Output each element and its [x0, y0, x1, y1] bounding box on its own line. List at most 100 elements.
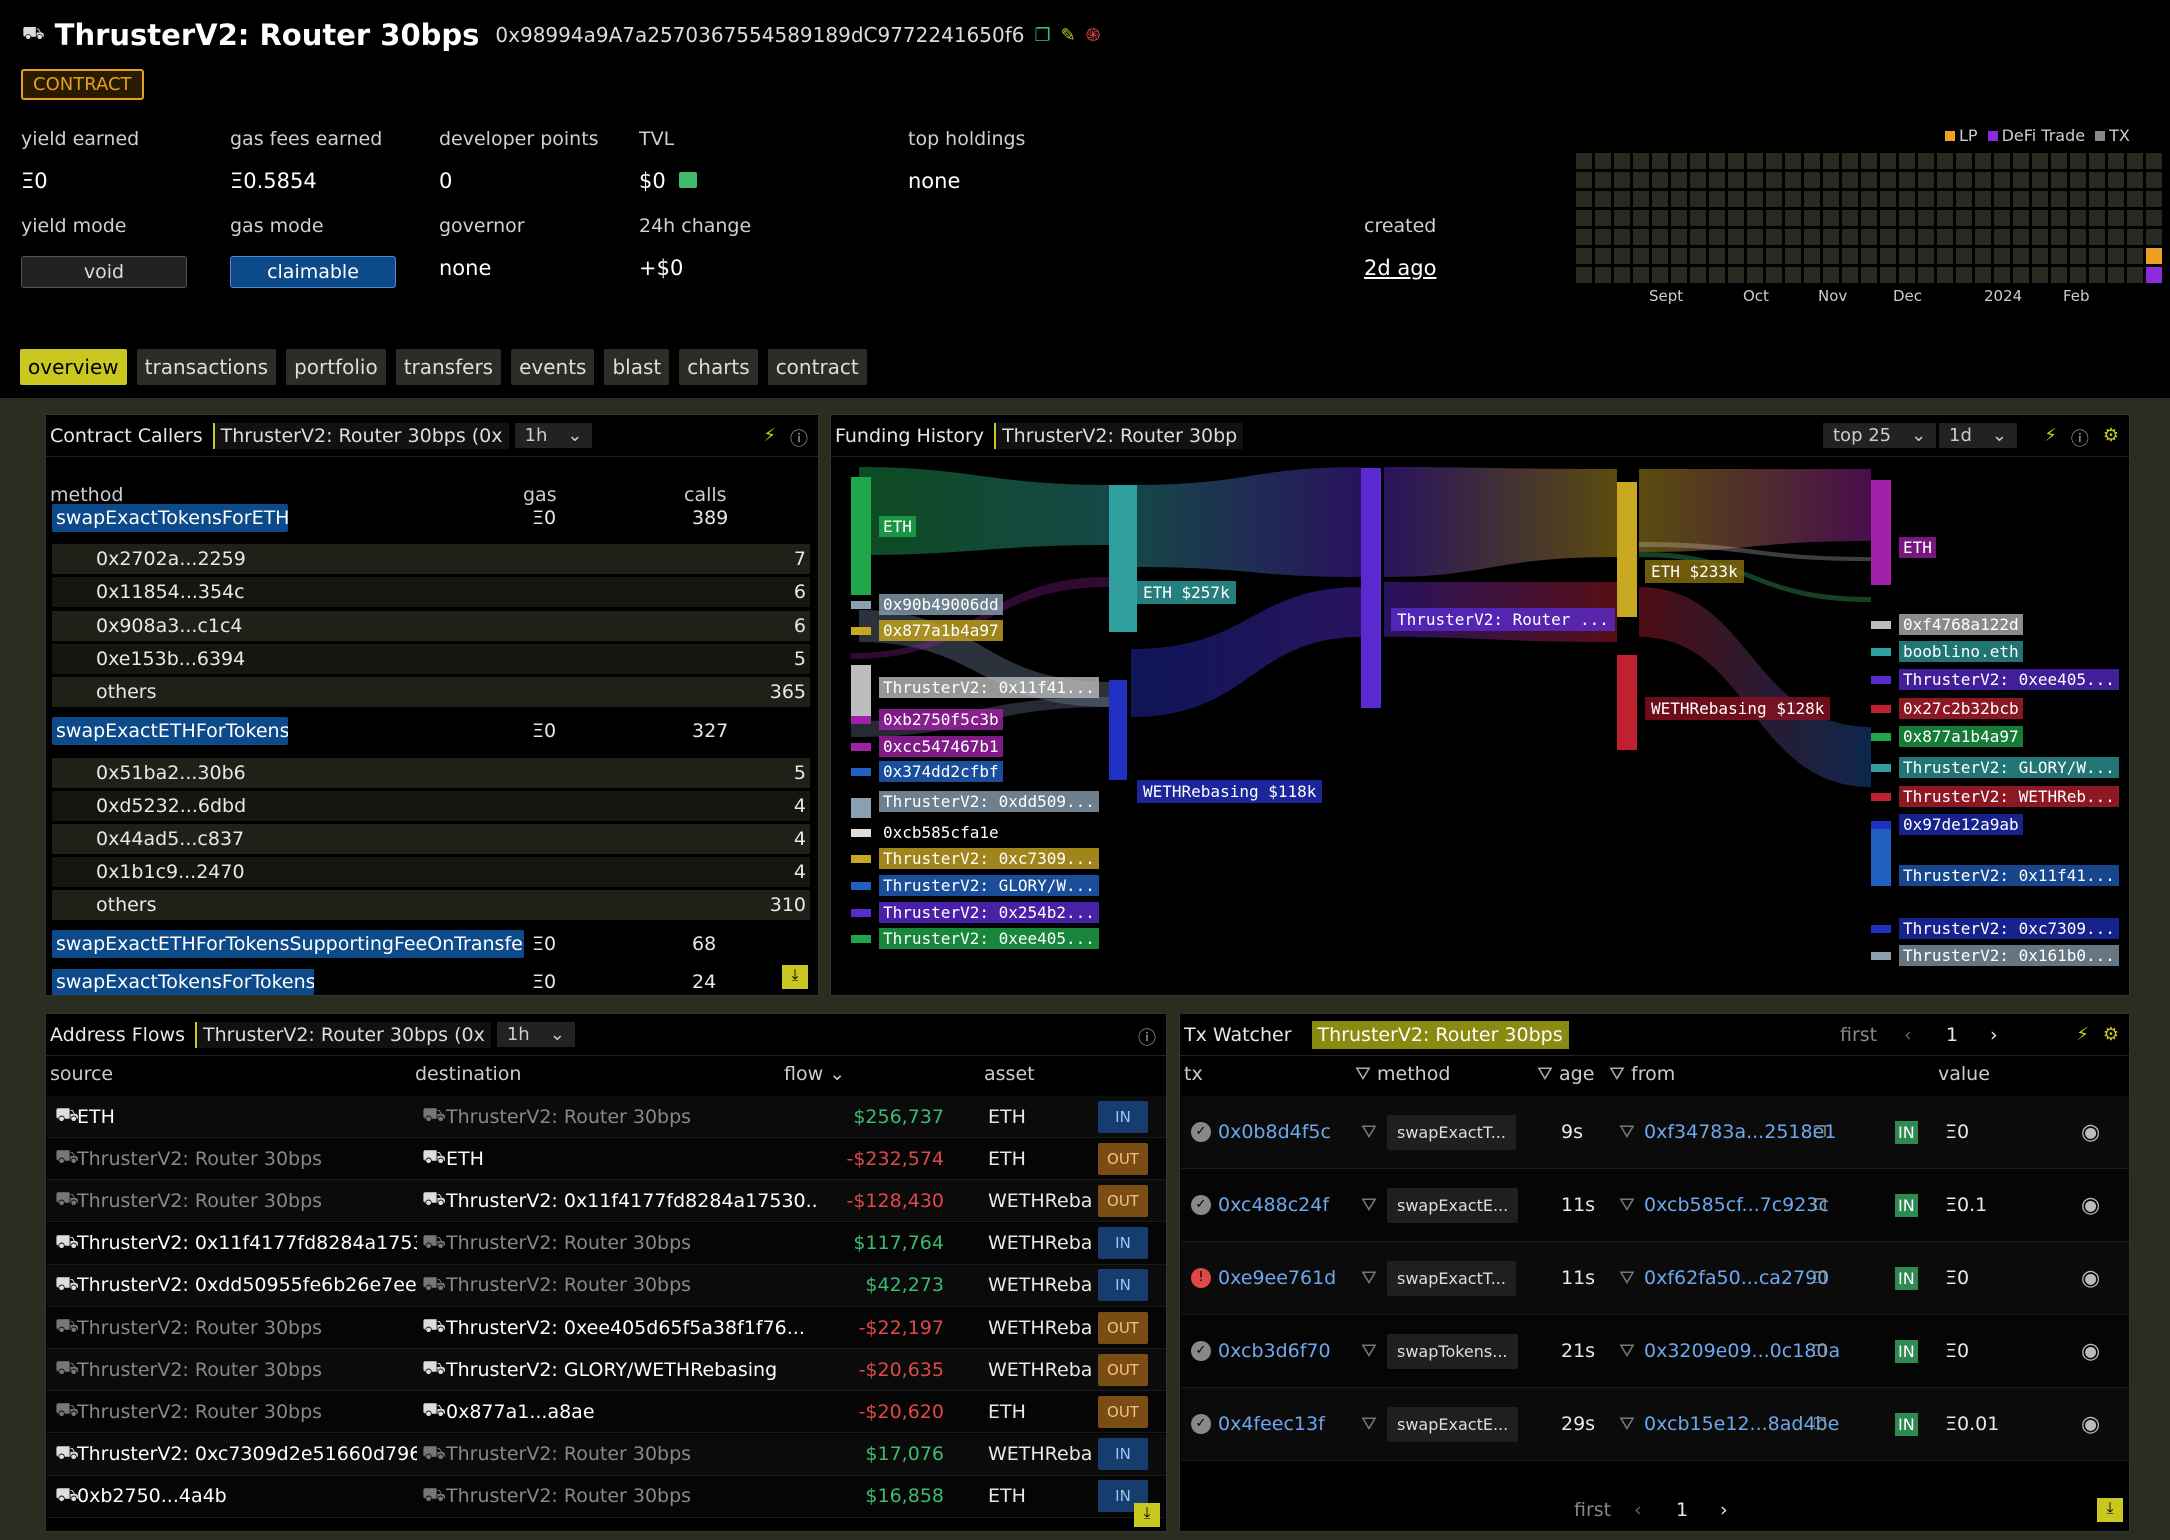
- sankey-label[interactable]: ThrusterV2: 0x254b2...: [879, 902, 1099, 923]
- contract-address[interactable]: 0x98994a9A7a2570367554589189dC9772241650…: [495, 23, 1025, 47]
- tab-overview[interactable]: overview: [20, 349, 127, 385]
- tx-hash[interactable]: 0x0b8d4f5c: [1218, 1121, 1331, 1143]
- method-badge[interactable]: swapExactE...: [1387, 1406, 1519, 1442]
- caller-row[interactable]: 0xe153b...6394 5: [52, 644, 810, 674]
- download-icon[interactable]: ⤓: [782, 965, 808, 989]
- prev-icon[interactable]: ‹: [1634, 1499, 1642, 1521]
- method-row[interactable]: swapExactETHForTokens() Ξ0 327: [52, 716, 810, 746]
- wallet-icon[interactable]: [679, 172, 697, 188]
- sankey-label[interactable]: 0x877a1b4a97: [879, 620, 1003, 641]
- sankey-node[interactable]: [1871, 733, 1891, 741]
- table-row[interactable]: ⛟ ThrusterV2: 0x11f4177fd8284a17530... ⛟ Th…: [47, 1222, 1166, 1265]
- sankey-node[interactable]: [851, 829, 871, 837]
- download-icon[interactable]: ⤓: [2097, 1498, 2123, 1522]
- method-badge[interactable]: swapExactT...: [1387, 1260, 1516, 1296]
- table-row[interactable]: ⛟ ThrusterV2: Router 30bps ⛟ ETH -$232,574 ET…: [47, 1138, 1166, 1181]
- sankey-label[interactable]: ETH: [1899, 537, 1936, 558]
- sankey-node[interactable]: [1871, 793, 1891, 801]
- tab-contract[interactable]: contract: [767, 349, 867, 385]
- download-icon[interactable]: ⤓: [1134, 1503, 1160, 1527]
- from-address[interactable]: 0x3209e09...0c180a: [1644, 1340, 1841, 1362]
- source-cell[interactable]: ETH: [77, 1105, 115, 1128]
- destination-cell[interactable]: ThrusterV2: Router 30bps: [446, 1485, 692, 1508]
- destination-cell[interactable]: 0x877a1...a8ae: [446, 1400, 595, 1423]
- edit-icon[interactable]: ✎: [1060, 24, 1076, 46]
- sankey-node[interactable]: [851, 716, 871, 724]
- caller-address[interactable]: 0x1b1c9...2470: [96, 861, 245, 883]
- sankey-node[interactable]: [851, 601, 871, 609]
- caller-row[interactable]: 0x51ba2...30b6 5: [52, 758, 810, 788]
- sankey-node[interactable]: [851, 743, 871, 751]
- sankey-node[interactable]: [851, 665, 871, 719]
- copy-icon[interactable]: ❐: [1813, 1342, 1827, 1360]
- table-row[interactable]: ✓ 0xc488c24f ⛛ swapExactE... 11s ⛛ 0xcb585cf..…: [1181, 1169, 2129, 1242]
- sankey-label[interactable]: 0xcc547467b1: [879, 736, 1003, 757]
- caller-address[interactable]: 0x11854...354c: [96, 581, 245, 603]
- sankey-node[interactable]: [851, 882, 871, 890]
- method-badge[interactable]: swapExactT...: [1387, 1114, 1516, 1150]
- sankey-label[interactable]: 0x877a1b4a97: [1899, 726, 2023, 747]
- caller-address[interactable]: 0x908a3...c1c4: [96, 615, 243, 637]
- sankey-label[interactable]: ThrusterV2: 0x11f41...: [1899, 865, 2119, 886]
- sankey-node[interactable]: [1871, 676, 1891, 684]
- copy-icon[interactable]: ❐: [1813, 1123, 1827, 1141]
- filter-icon[interactable]: ⛛: [1619, 1194, 1635, 1216]
- sankey-node[interactable]: [851, 909, 871, 917]
- sankey-label[interactable]: WETHRebasing $128k: [1645, 697, 1831, 720]
- sankey-node[interactable]: [1871, 648, 1891, 656]
- from-address[interactable]: 0xf62fa50...ca2790: [1644, 1267, 1830, 1289]
- sankey-node[interactable]: [1617, 655, 1637, 750]
- table-row[interactable]: ⛟ ThrusterV2: Router 30bps ⛟ ThrusterV2: GL…: [47, 1349, 1166, 1392]
- sankey-label[interactable]: ThrusterV2: WETHReb...: [1899, 786, 2119, 807]
- sankey-node[interactable]: [1871, 621, 1891, 629]
- destination-cell[interactable]: ThrusterV2: Router 30bps: [446, 1443, 692, 1466]
- sankey-node[interactable]: [1871, 952, 1891, 960]
- next-icon[interactable]: ›: [1990, 1023, 1998, 1046]
- destination-cell[interactable]: ThrusterV2: GLORY/WETHRebasing: [446, 1358, 778, 1381]
- destination-cell[interactable]: ETH: [446, 1147, 484, 1170]
- filter-icon[interactable]: ⛛: [1361, 1267, 1377, 1289]
- sankey-label[interactable]: ThrusterV2: Router ...: [1391, 608, 1615, 631]
- sankey-node[interactable]: [1361, 468, 1381, 708]
- tab-portfolio[interactable]: portfolio: [286, 349, 386, 385]
- sankey-node[interactable]: [851, 935, 871, 943]
- source-cell[interactable]: ThrusterV2: 0xc7309d2e51660d796...: [77, 1443, 417, 1466]
- caller-address[interactable]: 0xe153b...6394: [96, 648, 246, 670]
- copy-icon[interactable]: ❐: [1813, 1196, 1827, 1214]
- source-cell[interactable]: ThrusterV2: Router 30bps: [77, 1358, 323, 1381]
- sankey-label[interactable]: booblino.eth: [1899, 641, 2023, 662]
- sankey-node[interactable]: [851, 477, 871, 595]
- sankey-node[interactable]: [1109, 680, 1127, 780]
- caller-address[interactable]: 0x51ba2...30b6: [96, 762, 246, 784]
- method-row[interactable]: swapExactTokensForETH() Ξ0 389: [52, 503, 810, 533]
- sankey-label[interactable]: 0xcb585cfa1e: [883, 823, 999, 842]
- tx-hash[interactable]: 0xcb3d6f70: [1218, 1340, 1331, 1362]
- source-cell[interactable]: 0xb2750...4a4b: [77, 1485, 227, 1508]
- sankey-label[interactable]: WETHRebasing $118k: [1137, 780, 1323, 803]
- sankey-node[interactable]: [1109, 485, 1137, 632]
- first-page-link[interactable]: first: [1574, 1499, 1612, 1521]
- gear-icon[interactable]: ⚙: [2102, 425, 2119, 446]
- table-row[interactable]: ⛟ ThrusterV2: 0xc7309d2e51660d796... ⛟ Thru…: [47, 1433, 1166, 1476]
- filter-icon[interactable]: ⛛: [1361, 1340, 1377, 1362]
- tab-transactions[interactable]: transactions: [136, 349, 277, 385]
- method-row[interactable]: swapExactTokensForTokens() Ξ0 24: [52, 969, 810, 995]
- table-row[interactable]: ⛟ ThrusterV2: Router 30bps ⛟ ThrusterV2: 0x…: [47, 1307, 1166, 1349]
- range-dropdown[interactable]: 1h ⌄: [514, 423, 593, 448]
- info-icon[interactable]: ⓘ: [1138, 1028, 1156, 1049]
- info-icon[interactable]: ⓘ: [790, 429, 808, 450]
- prev-icon[interactable]: ‹: [1904, 1023, 1912, 1046]
- top-dropdown[interactable]: top 25 ⌄: [1823, 423, 1937, 448]
- table-row[interactable]: ⛟ ThrusterV2: 0xdd50955fe6b26e7ee... ⛟ Thru…: [47, 1264, 1166, 1307]
- method-name[interactable]: swapExactETHForTokensSupportingFeeOnTran…: [52, 930, 524, 958]
- sankey-label[interactable]: ThrusterV2: 0x161b0...: [1899, 945, 2119, 966]
- caller-row[interactable]: 0xd5232...6dbd 4: [52, 791, 810, 821]
- col-method[interactable]: ⛛ method: [1355, 1063, 1451, 1085]
- destination-cell[interactable]: ThrusterV2: 0x11f4177fd8284a17530...: [446, 1189, 816, 1212]
- sankey-label[interactable]: ThrusterV2: GLORY/W...: [879, 875, 1099, 896]
- source-cell[interactable]: ThrusterV2: Router 30bps: [77, 1189, 323, 1212]
- blast-icon[interactable]: ⚡: [2044, 425, 2057, 446]
- source-cell[interactable]: ThrusterV2: 0x11f4177fd8284a17530...: [77, 1232, 417, 1255]
- filter-icon[interactable]: ⛛: [1361, 1121, 1377, 1143]
- sankey-label[interactable]: ETH $233k: [1645, 560, 1744, 583]
